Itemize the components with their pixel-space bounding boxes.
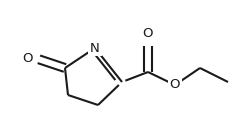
Text: N: N [90, 41, 100, 55]
Text: O: O [22, 51, 33, 65]
Text: O: O [142, 27, 153, 40]
Text: O: O [169, 78, 179, 92]
